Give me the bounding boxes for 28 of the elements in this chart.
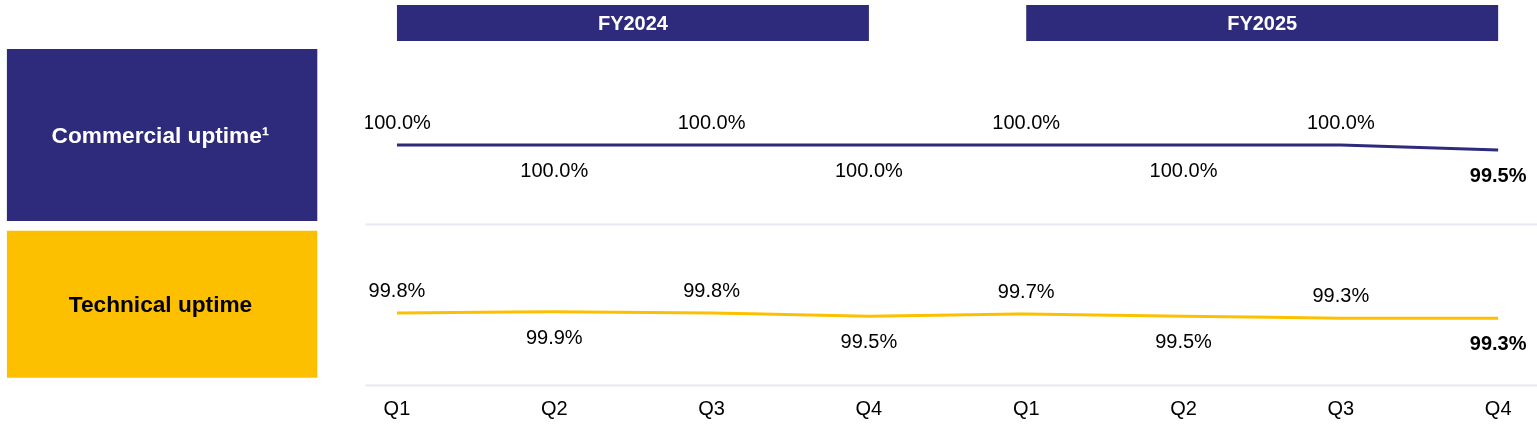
data-label: 100.0% [1149,158,1218,181]
data-label: 99.5% [1155,330,1213,353]
data-label: 100.0% [1306,110,1375,133]
data-label: 99.9% [525,325,583,348]
x-tick-label: Q3 [1327,396,1355,419]
data-label: 100.0% [363,110,432,133]
x-tick-label: Q4 [855,396,883,419]
x-tick-label: Q1 [383,396,411,419]
data-label: 99.3% [1312,284,1370,307]
data-label: 99.7% [997,279,1055,302]
chart-title: Commercial uptime¹ [51,122,270,148]
data-label: 99.3% [1469,332,1527,355]
data-label: 100.0% [520,158,589,181]
data-label: 99.5% [840,330,898,353]
text: FY2024 [597,12,669,34]
data-label: 99.8% [368,278,426,301]
text: FY2025 [1227,12,1298,34]
x-tick-label: Q2 [1170,396,1197,419]
x-tick-label: Q3 [698,396,725,419]
data-label: 99.8% [683,278,741,301]
data-label: 100.0% [992,110,1061,133]
x-tick-label: Q1 [1012,396,1040,419]
data-label: 100.0% [677,110,746,133]
data-label: 100.0% [834,158,904,181]
x-tick-label: Q2 [540,396,568,419]
chart-title: Technical uptime [68,291,253,318]
x-tick-label: Q4 [1484,396,1512,419]
data-label: 99.5% [1469,163,1527,186]
